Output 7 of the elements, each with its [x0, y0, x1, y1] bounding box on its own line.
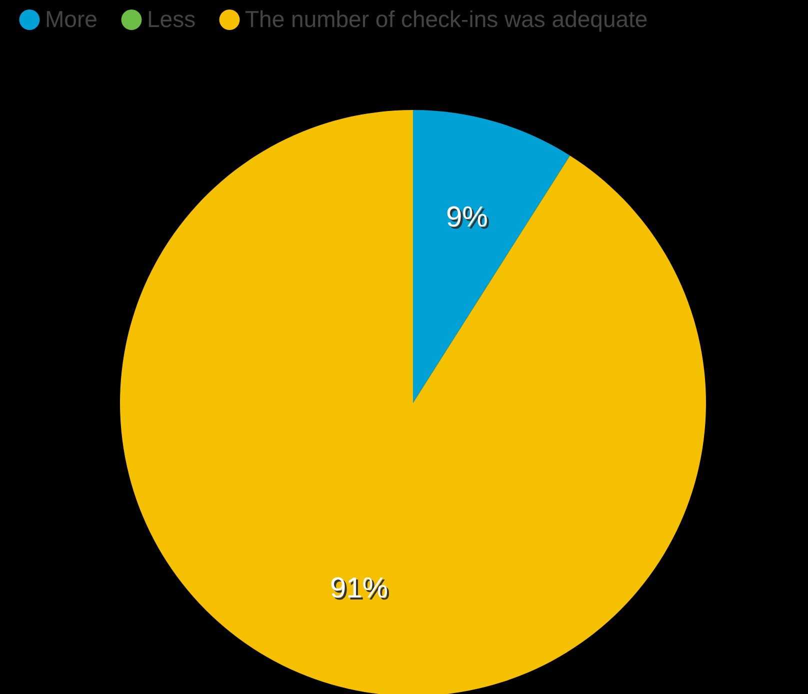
data-label: 9% [448, 203, 490, 236]
pie-slice [120, 110, 706, 694]
legend-label: More [45, 6, 98, 32]
data-label: 91% [332, 574, 390, 607]
legend-label: Less [147, 6, 196, 32]
legend-label: The number of check-ins was adequate [245, 6, 648, 32]
pie-slice [413, 110, 570, 403]
